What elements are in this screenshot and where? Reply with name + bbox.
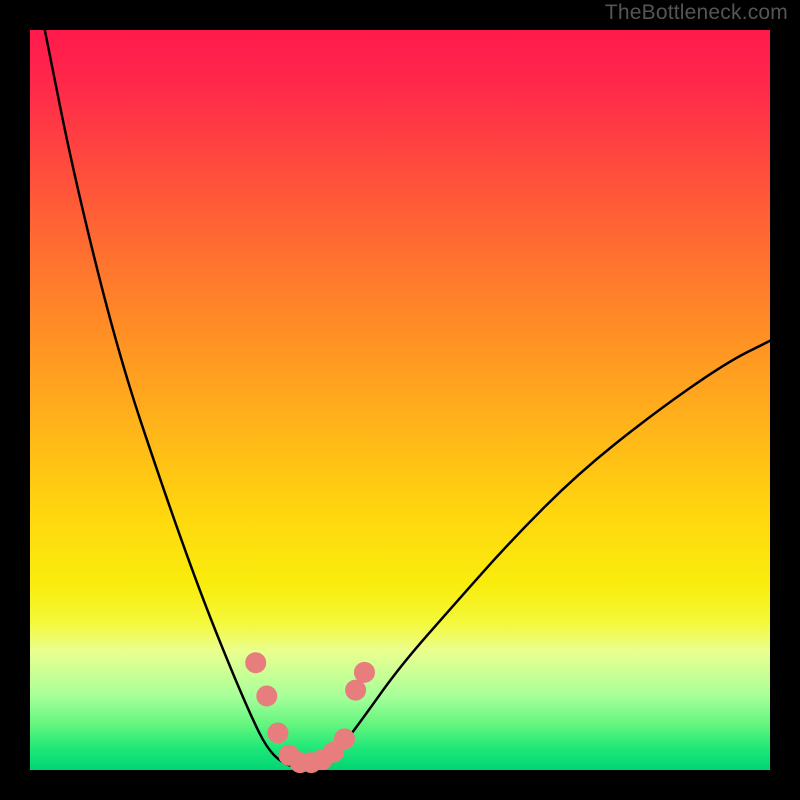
bottleneck-chart-svg [0, 0, 800, 800]
watermark-text: TheBottleneck.com [605, 1, 788, 25]
data-marker [354, 662, 374, 682]
chart-canvas: TheBottleneck.com [0, 0, 800, 800]
data-marker [246, 653, 266, 673]
plot-background-gradient [30, 30, 770, 770]
data-marker [346, 680, 366, 700]
data-marker [257, 686, 277, 706]
data-marker [268, 723, 288, 743]
data-marker [335, 729, 355, 749]
